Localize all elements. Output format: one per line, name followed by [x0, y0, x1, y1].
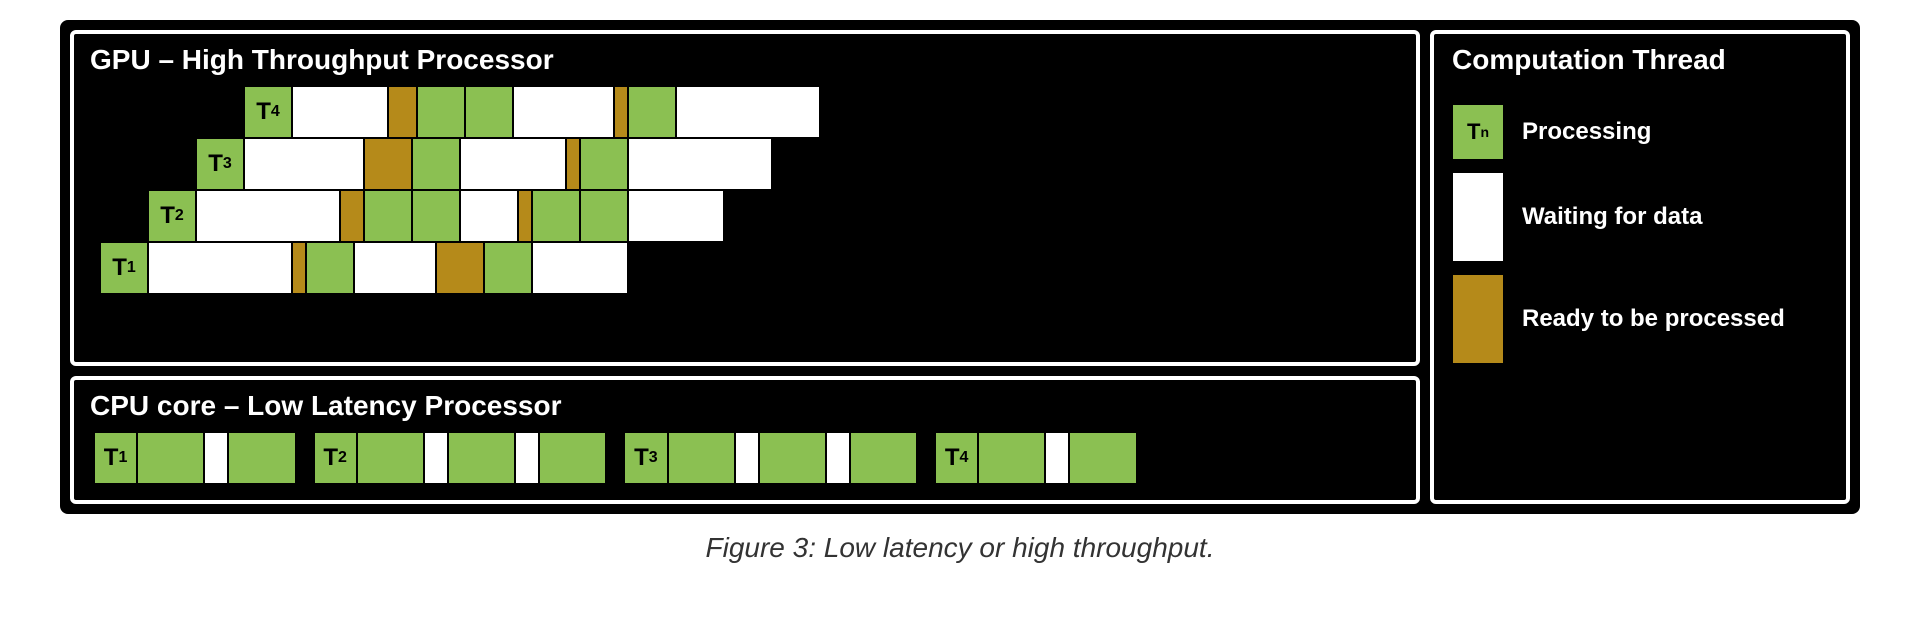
- thread-segment-ready: [518, 190, 532, 242]
- thread-segment-ready: [614, 86, 628, 138]
- thread-segment-processing: [417, 86, 465, 138]
- legend-item: Ready to be processed: [1452, 274, 1828, 364]
- thread-label: T3: [196, 138, 244, 190]
- gpu-thread-row: T3: [196, 138, 772, 190]
- thread-segment-processing: [539, 432, 606, 484]
- cpu-panel-title: CPU core – Low Latency Processor: [90, 390, 1400, 422]
- figure-container: GPU – High Throughput Processor T1T2T3T4…: [60, 20, 1860, 564]
- thread-segment-ready: [388, 86, 417, 138]
- thread-segment-waiting: [292, 86, 388, 138]
- thread-segment-waiting: [513, 86, 614, 138]
- thread-segment-processing: [628, 86, 676, 138]
- thread-segment-waiting: [460, 138, 566, 190]
- thread-segment-waiting: [244, 138, 364, 190]
- legend-swatch-waiting: [1452, 172, 1504, 262]
- gpu-thread-row: T4: [244, 86, 820, 138]
- thread-segment-ready: [364, 138, 412, 190]
- legend-items: Tn Processing Waiting for data Ready to be …: [1452, 104, 1828, 364]
- thread-segment-processing: [484, 242, 532, 294]
- thread-segment-waiting: [1045, 432, 1069, 484]
- legend-label: Processing: [1522, 118, 1651, 146]
- thread-segment-processing: [759, 432, 826, 484]
- thread-label: T1: [100, 242, 148, 294]
- thread-segment-processing: [580, 138, 628, 190]
- legend-panel: Computation Thread Tn Processing Waiting f…: [1430, 30, 1850, 504]
- thread-label: T4: [244, 86, 292, 138]
- thread-segment-processing: [1069, 432, 1136, 484]
- thread-segment-processing: [364, 190, 412, 242]
- cpu-thread: T3: [624, 432, 917, 484]
- thread-segment-waiting: [148, 242, 292, 294]
- thread-segment-processing: [978, 432, 1045, 484]
- thread-segment-processing: [137, 432, 204, 484]
- thread-segment-waiting: [515, 432, 539, 484]
- thread-segment-processing: [412, 138, 460, 190]
- gpu-thread-row: T1: [100, 242, 628, 294]
- thread-segment-waiting: [196, 190, 340, 242]
- cpu-thread: T2: [314, 432, 607, 484]
- legend-swatch-ready: [1452, 274, 1504, 364]
- thread-label: T3: [624, 432, 667, 484]
- thread-segment-processing: [668, 432, 735, 484]
- thread-segment-processing: [465, 86, 513, 138]
- cpu-thread-row: T1 T2 T3 T4: [94, 432, 1400, 484]
- thread-segment-processing: [228, 432, 295, 484]
- gpu-panel: GPU – High Throughput Processor T1T2T3T4: [70, 30, 1420, 366]
- legend-label: Waiting for data: [1522, 203, 1702, 231]
- legend-item: Tn Processing: [1452, 104, 1828, 160]
- gpu-thread-row: T2: [148, 190, 724, 242]
- left-column: GPU – High Throughput Processor T1T2T3T4…: [70, 30, 1420, 504]
- panels-row: GPU – High Throughput Processor T1T2T3T4…: [60, 20, 1860, 514]
- thread-label: T2: [314, 432, 357, 484]
- legend-label: Ready to be processed: [1522, 305, 1785, 333]
- legend-swatch-processing: Tn: [1452, 104, 1504, 160]
- thread-segment-ready: [340, 190, 364, 242]
- legend-title: Computation Thread: [1452, 44, 1828, 76]
- thread-segment-processing: [580, 190, 628, 242]
- thread-segment-waiting: [354, 242, 436, 294]
- gpu-panel-title: GPU – High Throughput Processor: [90, 44, 1400, 76]
- figure-caption: Figure 3: Low latency or high throughput…: [60, 532, 1860, 564]
- thread-segment-processing: [306, 242, 354, 294]
- thread-segment-waiting: [204, 432, 228, 484]
- thread-segment-waiting: [735, 432, 759, 484]
- thread-segment-waiting: [676, 86, 820, 138]
- thread-segment-processing: [532, 190, 580, 242]
- thread-segment-ready: [436, 242, 484, 294]
- thread-segment-processing: [412, 190, 460, 242]
- thread-segment-waiting: [460, 190, 518, 242]
- gpu-thread-rows: T1T2T3T4: [100, 86, 1400, 346]
- cpu-panel: CPU core – Low Latency Processor T1T2T3T…: [70, 376, 1420, 504]
- thread-segment-processing: [448, 432, 515, 484]
- cpu-thread: T1: [94, 432, 296, 484]
- thread-segment-waiting: [628, 138, 772, 190]
- cpu-thread: T4: [935, 432, 1137, 484]
- thread-segment-waiting: [532, 242, 628, 294]
- thread-label: T2: [148, 190, 196, 242]
- thread-segment-ready: [566, 138, 580, 190]
- thread-segment-waiting: [826, 432, 850, 484]
- thread-label: T1: [94, 432, 137, 484]
- thread-segment-waiting: [628, 190, 724, 242]
- thread-segment-processing: [357, 432, 424, 484]
- legend-item: Waiting for data: [1452, 172, 1828, 262]
- thread-segment-ready: [292, 242, 306, 294]
- thread-segment-waiting: [424, 432, 448, 484]
- thread-segment-processing: [850, 432, 917, 484]
- thread-label: T4: [935, 432, 978, 484]
